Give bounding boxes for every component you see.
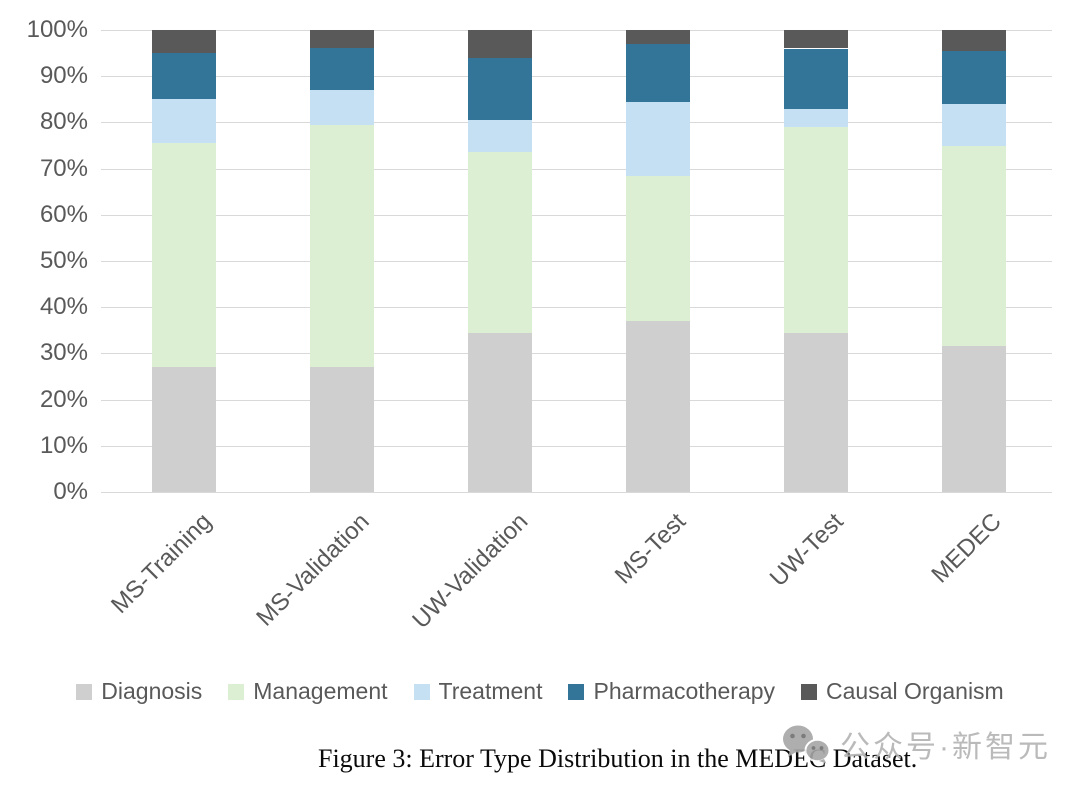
legend-item-diagnosis: Diagnosis	[76, 678, 202, 705]
segment-pharmacotherapy	[942, 50, 1006, 104]
segment-diagnosis	[784, 332, 848, 492]
gridline-0	[101, 492, 1052, 493]
gridline-40	[101, 307, 1052, 309]
gridline-60	[101, 214, 1052, 216]
segment-pharmacotherapy	[310, 48, 374, 91]
segment-management	[784, 127, 848, 333]
y-axis-label-0: 0%	[53, 478, 88, 505]
segment-diagnosis	[942, 346, 1006, 492]
legend-item-management: Management	[228, 678, 388, 705]
y-axis-label-10: 10%	[39, 431, 88, 459]
segment-diagnosis	[152, 367, 216, 492]
watermark: 公众号·新智元	[780, 722, 1051, 766]
legend-swatch-treatment	[413, 683, 430, 700]
chart-legend: Diagnosis Management Treatment Pharmacother…	[0, 678, 1080, 705]
legend-swatch-management	[228, 683, 245, 700]
segment-causal-organism	[310, 30, 374, 49]
gridline-30	[101, 353, 1052, 355]
legend-label-management: Management	[253, 678, 388, 704]
segment-management	[942, 145, 1006, 347]
legend-item-treatment: Treatment	[413, 678, 543, 705]
legend-item-causal-organism: Causal Organism	[801, 678, 1004, 705]
y-axis-label-80: 80%	[39, 108, 88, 136]
segment-treatment	[942, 103, 1006, 146]
gridline-80	[101, 122, 1052, 124]
segment-pharmacotherapy	[626, 43, 690, 102]
y-axis-label-50: 50%	[39, 247, 88, 274]
segment-treatment	[626, 101, 690, 176]
segment-management	[310, 124, 374, 368]
gridline-90	[101, 76, 1052, 78]
segment-causal-organism	[784, 30, 848, 49]
segment-causal-organism	[626, 30, 690, 44]
segment-causal-organism	[468, 30, 532, 58]
bar-uw-test	[784, 30, 848, 492]
gridline-10	[101, 445, 1052, 447]
wechat-icon	[783, 725, 831, 764]
legend-swatch-pharmacotherapy	[568, 683, 585, 700]
bar-ms-validation	[310, 30, 374, 492]
segment-treatment	[784, 108, 848, 128]
segment-management	[626, 175, 690, 322]
legend-swatch-diagnosis	[76, 683, 93, 700]
segment-treatment	[468, 120, 532, 153]
segment-causal-organism	[152, 30, 216, 54]
y-axis-label-70: 70%	[39, 154, 88, 182]
segment-pharmacotherapy	[784, 48, 848, 109]
bar-ms-training	[152, 30, 216, 492]
legend-item-pharmacotherapy: Pharmacotherapy	[568, 678, 775, 705]
segment-diagnosis	[626, 321, 690, 492]
x-axis-label-ms-training: MS-Training	[106, 508, 218, 619]
legend-swatch-causal-organism	[801, 683, 818, 700]
legend-label-causal-organism: Causal Organism	[826, 678, 1004, 704]
segment-diagnosis	[310, 367, 374, 492]
segment-causal-organism	[942, 30, 1006, 51]
segment-pharmacotherapy	[468, 57, 532, 121]
watermark-text: 公众号·新智元	[840, 731, 1051, 764]
segment-treatment	[152, 99, 216, 144]
x-axis-label-ms-validation: MS-Validation	[251, 508, 376, 632]
segment-diagnosis	[468, 332, 532, 492]
x-axis-label-uw-test: UW-Test	[765, 508, 850, 592]
gridline-50	[101, 261, 1052, 262]
segment-pharmacotherapy	[152, 53, 216, 100]
x-axis-label-medec: MEDEC	[926, 508, 1008, 589]
y-axis-label-90: 90%	[39, 62, 88, 90]
bar-uw-validation	[468, 30, 532, 492]
gridline-20	[101, 399, 1052, 401]
y-axis-label-20: 20%	[39, 385, 88, 413]
legend-label-pharmacotherapy: Pharmacotherapy	[593, 678, 776, 704]
x-axis-label-uw-validation: UW-Validation	[407, 508, 534, 634]
y-axis-label-100: 100%	[26, 16, 88, 43]
legend-label-treatment: Treatment	[438, 678, 543, 704]
segment-treatment	[310, 90, 374, 125]
x-axis-label-ms-test: MS-Test	[609, 508, 692, 590]
y-axis-label-30: 30%	[39, 339, 88, 367]
y-axis-label-40: 40%	[39, 293, 88, 321]
segment-management	[152, 143, 216, 368]
legend-label-diagnosis: Diagnosis	[101, 678, 203, 704]
bar-ms-test	[626, 30, 690, 492]
y-axis-label-60: 60%	[39, 200, 88, 228]
segment-management	[468, 152, 532, 333]
bar-medec	[942, 30, 1006, 492]
gridline-100	[101, 30, 1052, 31]
gridline-70	[101, 168, 1052, 170]
